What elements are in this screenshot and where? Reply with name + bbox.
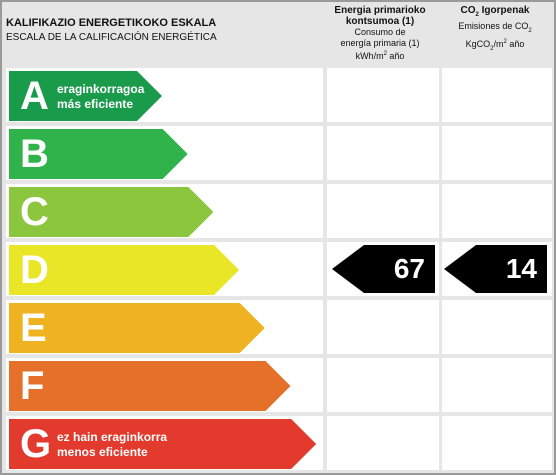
energy-class-band-c: C: [9, 187, 214, 237]
row-b-primary-cell: [327, 126, 439, 180]
primary-energy-column-header: Energia primarioko kontsumoa (1) Consumo…: [324, 5, 436, 62]
primary-value: 67: [393, 253, 425, 284]
primary-energy-sub-line1: Consumo de: [354, 27, 406, 37]
primary-energy-title-line1: Energia primarioko: [334, 5, 426, 16]
row-f-primary-cell: [327, 358, 439, 412]
primary-energy-unit: kWh/m2 año: [355, 51, 405, 61]
row-e-co2-cell: [442, 300, 552, 354]
energy-class-letter: B: [20, 132, 49, 176]
energy-class-letter: A: [20, 74, 49, 118]
energy-class-desc-line2: más eficiente: [57, 97, 134, 111]
row-c-primary-cell: [327, 184, 439, 238]
energy-class-letter: D: [20, 248, 49, 292]
primary-energy-sub-line2: energía primaria (1): [340, 38, 420, 48]
row-g-co2-cell: [442, 416, 552, 470]
energy-class-band-e: E: [9, 303, 265, 353]
co2-unit: KgCO2/m2 año: [465, 38, 525, 52]
row-g-primary-cell: [327, 416, 439, 470]
energy-class-letter: E: [20, 306, 47, 350]
row-f-co2-cell: [442, 358, 552, 412]
co2-column-header: CO2 Igorpenak Emisiones de CO2 KgCO2/m2 …: [439, 5, 551, 55]
row-a-primary-cell: [327, 68, 439, 122]
co2-sub: Emisiones de CO2: [458, 21, 532, 34]
row-e-primary-cell: [327, 300, 439, 354]
co2-value: 14: [505, 253, 537, 284]
energy-class-band-b: B: [9, 129, 188, 179]
primary-energy-title-line2: kontsumoa (1): [345, 16, 415, 27]
co2-title: CO2 Igorpenak: [460, 5, 530, 18]
energy-class-letter: C: [20, 190, 49, 234]
energy-class-letter: G: [20, 422, 52, 466]
energy-class-desc-line1: eraginkorragoa: [57, 82, 145, 96]
row-a-co2-cell: [442, 68, 552, 122]
energy-class-desc-line1: ez hain eraginkorra: [57, 430, 168, 444]
energy-class-letter: F: [20, 364, 45, 408]
scale-title: KALIFIKAZIO ENERGETIKOKO ESKALA: [6, 17, 217, 29]
energy-class-desc-line2: menos eficiente: [57, 445, 148, 459]
row-b-co2-cell: [442, 126, 552, 180]
row-c-co2-cell: [442, 184, 552, 238]
energy-class-band-f: F: [9, 361, 291, 411]
scale-subtitle: ESCALA DE LA CALIFICACIÓN ENERGÉTICA: [6, 32, 217, 43]
energy-class-band-d: D: [9, 245, 240, 295]
